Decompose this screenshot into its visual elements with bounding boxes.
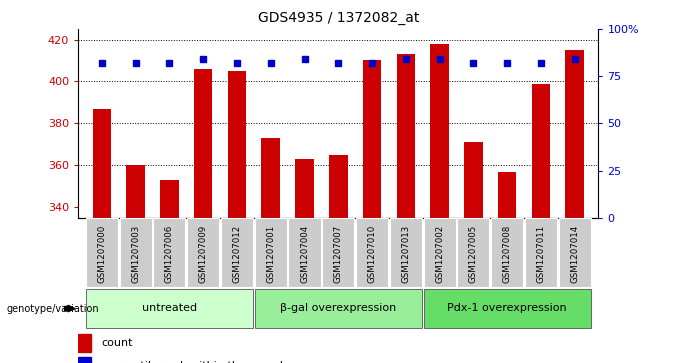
Text: GSM1207013: GSM1207013 — [401, 225, 410, 283]
Bar — [559, 218, 591, 287]
Text: GSM1207014: GSM1207014 — [571, 225, 579, 283]
Text: GSM1207003: GSM1207003 — [131, 225, 140, 283]
Text: β-gal overexpression: β-gal overexpression — [280, 303, 396, 313]
Bar — [458, 218, 490, 287]
Bar — [329, 155, 347, 218]
Text: GSM1207006: GSM1207006 — [165, 225, 174, 283]
Bar — [78, 357, 91, 363]
Bar — [396, 54, 415, 218]
Bar — [532, 83, 550, 218]
Bar — [86, 289, 253, 328]
Text: count: count — [101, 338, 133, 348]
Text: GSM1207007: GSM1207007 — [334, 225, 343, 283]
Bar — [498, 172, 517, 218]
Text: genotype/variation: genotype/variation — [7, 303, 99, 314]
Bar — [160, 180, 179, 218]
Bar — [295, 159, 313, 218]
Bar — [255, 289, 422, 328]
Bar — [92, 109, 111, 218]
Text: Pdx-1 overexpression: Pdx-1 overexpression — [447, 303, 567, 313]
Bar — [424, 289, 591, 328]
Bar — [255, 218, 287, 287]
Text: GSM1207001: GSM1207001 — [267, 225, 275, 283]
Bar — [288, 218, 320, 287]
Text: GSM1207005: GSM1207005 — [469, 225, 478, 283]
Bar — [78, 334, 91, 351]
Title: GDS4935 / 1372082_at: GDS4935 / 1372082_at — [258, 11, 419, 25]
Text: percentile rank within the sample: percentile rank within the sample — [101, 361, 290, 363]
Text: untreated: untreated — [142, 303, 197, 313]
Bar — [430, 44, 449, 218]
Bar — [390, 218, 422, 287]
Bar — [154, 218, 186, 287]
Bar — [363, 61, 381, 218]
Bar — [120, 218, 152, 287]
Text: GSM1207008: GSM1207008 — [503, 225, 511, 283]
Bar — [322, 218, 354, 287]
Text: GSM1207000: GSM1207000 — [97, 225, 106, 283]
Text: GSM1207002: GSM1207002 — [435, 225, 444, 283]
Bar — [228, 71, 246, 218]
Bar — [525, 218, 557, 287]
Text: GSM1207004: GSM1207004 — [300, 225, 309, 283]
Bar — [187, 218, 219, 287]
Text: GSM1207009: GSM1207009 — [199, 225, 207, 283]
Bar — [194, 69, 212, 218]
Bar — [464, 142, 483, 218]
Text: GSM1207012: GSM1207012 — [233, 225, 241, 283]
Bar — [221, 218, 253, 287]
Bar — [424, 218, 456, 287]
Bar — [491, 218, 523, 287]
Bar — [126, 166, 145, 218]
Bar — [261, 138, 280, 218]
Text: GSM1207010: GSM1207010 — [368, 225, 377, 283]
Bar — [356, 218, 388, 287]
Bar — [86, 218, 118, 287]
Bar — [566, 50, 584, 218]
Text: GSM1207011: GSM1207011 — [537, 225, 545, 283]
